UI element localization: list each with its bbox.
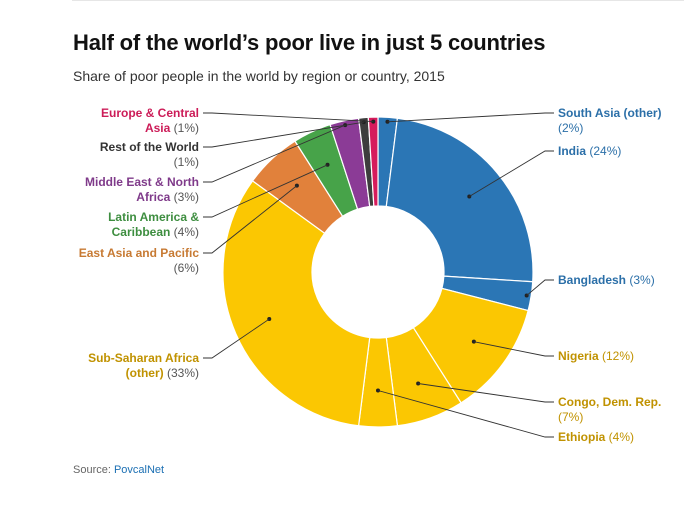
label-sub-saharan-africa-other: Sub-Saharan Africa (other) (33%)	[88, 351, 199, 380]
label-middle-east-north-africa: Middle East & North Africa (3%)	[85, 175, 199, 204]
label-india: India (24%)	[558, 144, 621, 158]
top-rule	[72, 0, 684, 7]
label-east-asia-and-pacific: East Asia and Pacific (6%)	[79, 246, 200, 275]
source-note: Source: PovcalNet	[73, 464, 164, 476]
leader-line-congo-dem-rep	[418, 383, 554, 403]
label-south-asia-other: South Asia (other) (2%)	[558, 106, 662, 135]
leader-line-bangladesh	[526, 279, 554, 296]
label-congo-dem-rep: Congo, Dem. Rep. (7%)	[558, 395, 661, 424]
label-nigeria: Nigeria (12%)	[558, 349, 634, 363]
leader-lines	[203, 112, 554, 438]
leader-line-latin-america-caribbean	[203, 164, 328, 218]
label-latin-america-caribbean: Latin America & Caribbean (4%)	[108, 210, 199, 239]
slice-labels: South Asia (other) (2%) India (24%) Banglad…	[79, 106, 662, 444]
leader-line-sub-saharan-africa-other	[203, 318, 270, 359]
source-link[interactable]: PovcalNet	[113, 464, 165, 476]
label-rest-of-the-world: Rest of the World (1%)	[100, 140, 199, 169]
label-ethiopia: Ethiopia (4%)	[558, 430, 634, 444]
chart-subtitle: Share of poor people in the world by reg…	[73, 68, 445, 84]
label-europe-central-asia: Europe & Central Asia (1%)	[101, 106, 199, 135]
slice-europe-central-asia	[367, 116, 379, 207]
leader-line-south-asia-other	[387, 112, 554, 123]
leader-line-middle-east-north-africa	[203, 124, 346, 183]
chart-title: Half of the world’s poor live in just 5 …	[73, 30, 546, 55]
leader-line-rest-of-the-world	[203, 121, 364, 148]
leader-line-europe-central-asia	[203, 112, 374, 123]
leader-line-india	[469, 150, 554, 197]
leader-line-ethiopia	[377, 390, 554, 438]
label-bangladesh: Bangladesh (3%)	[558, 273, 655, 287]
leader-line-east-asia-and-pacific	[203, 185, 298, 254]
source-prefix: Source:	[73, 464, 114, 476]
slice-india	[385, 117, 534, 283]
leader-line-nigeria	[473, 341, 554, 357]
donut-slices	[222, 116, 534, 428]
slice-sub-saharan-africa-other	[222, 180, 371, 427]
